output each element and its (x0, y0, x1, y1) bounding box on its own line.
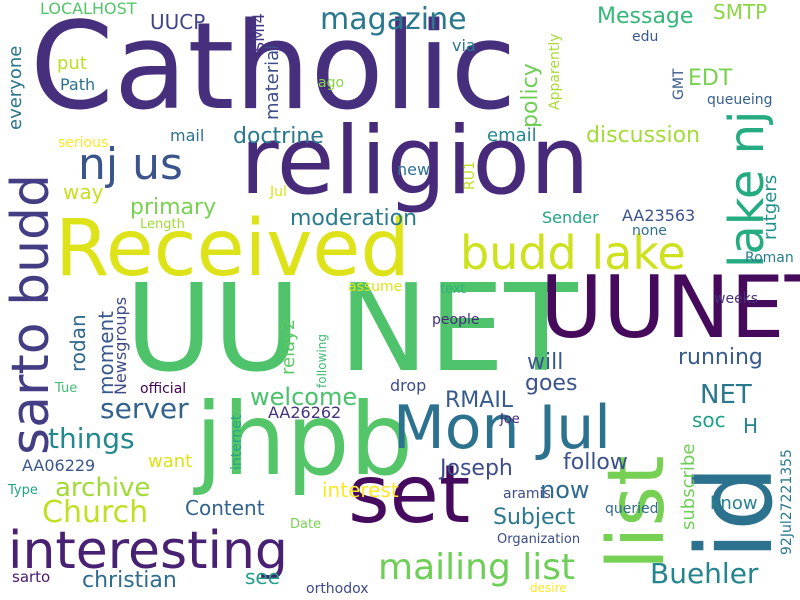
word: LOCALHOST (40, 0, 137, 18)
word: AA26262 (268, 403, 342, 422)
word: Newsgroups (111, 296, 130, 395)
word: server (100, 392, 189, 425)
word: Subject (493, 505, 576, 530)
word: discussion (586, 123, 701, 148)
word: Tue (55, 381, 78, 396)
word: doctrine (233, 124, 324, 149)
word: SMTP (713, 0, 768, 24)
word: archive (55, 473, 151, 503)
word: GMT (671, 68, 687, 100)
word: Joseph (440, 456, 513, 481)
word: official (140, 381, 187, 397)
word: text (440, 282, 466, 297)
word: via (452, 36, 476, 55)
word: Path (60, 75, 96, 94)
word: relay2 (278, 318, 299, 375)
word: sarto budd (1, 173, 61, 455)
word: now (540, 476, 590, 504)
word: people (432, 312, 480, 328)
word: serious (58, 135, 109, 151)
word: UU NET (125, 260, 578, 399)
word: way (63, 180, 104, 204)
word: Type (8, 483, 38, 498)
word: subscribe (678, 443, 699, 530)
word: welcome (250, 383, 358, 411)
word: mail (170, 126, 205, 145)
word: nj us (78, 139, 183, 190)
word: sarto (12, 568, 51, 586)
word: Received (55, 204, 410, 294)
word: mailing list (378, 547, 576, 588)
word: Church (42, 495, 149, 530)
word: assume (348, 279, 403, 295)
word: put (57, 53, 87, 74)
word: drop (390, 376, 427, 395)
word: Jul (270, 184, 287, 200)
word: ago (318, 75, 345, 91)
word: edu (632, 29, 659, 45)
word: aramis (503, 486, 551, 502)
word: RMAIL (445, 388, 514, 413)
word: Apparently (547, 33, 563, 110)
word: running (678, 345, 763, 370)
word: email (487, 125, 537, 146)
word: soc (692, 408, 726, 432)
word: none (632, 223, 667, 239)
word: know (710, 493, 758, 514)
word: Message (597, 4, 694, 29)
word: things (48, 422, 135, 455)
word: primary (130, 195, 217, 220)
word: policy (518, 63, 543, 128)
word: UUCP (150, 10, 206, 34)
word: internet (229, 414, 245, 470)
word: material (262, 44, 283, 120)
word: rodan (66, 314, 90, 372)
word: queried (605, 501, 659, 517)
word: following (315, 334, 329, 388)
word: orthodox (306, 581, 369, 597)
word: NET (700, 380, 752, 410)
word: jhpb (195, 381, 414, 498)
word: weeks (714, 291, 759, 307)
word: goes (525, 371, 578, 396)
word: 92Jul27221355 (779, 449, 795, 555)
word: H (743, 414, 759, 438)
word: everyone (5, 45, 26, 130)
word: want (148, 451, 193, 472)
word: Date (290, 517, 322, 532)
word: Sender (542, 208, 599, 227)
word: Catholic (30, 0, 517, 137)
word: interest (322, 478, 399, 502)
word: see (245, 565, 281, 589)
word: AA06229 (22, 456, 96, 475)
word: set (348, 448, 471, 541)
word: Joe (500, 412, 520, 427)
word: Buehler (650, 557, 759, 590)
word: new (397, 160, 431, 179)
word: Mon Jul (393, 393, 611, 463)
word: follow (563, 450, 628, 475)
word: SMI4 (249, 13, 268, 52)
word: moderation (290, 206, 418, 231)
word: will (527, 350, 564, 375)
word: RU1 (462, 161, 478, 190)
word: budd lake (460, 226, 686, 280)
word: interesting (8, 521, 288, 581)
word: magazine (320, 2, 467, 37)
word: desire (530, 581, 567, 595)
word: Content (185, 496, 265, 520)
word: religion (240, 107, 590, 216)
word: AA23563 (622, 206, 696, 225)
word: EDT (688, 66, 733, 91)
word: rutgers (760, 174, 781, 240)
word: Roman (745, 250, 794, 266)
word: Organization (497, 532, 581, 547)
word: Length (140, 217, 185, 232)
word: christian (82, 568, 177, 593)
word: queueing (707, 92, 773, 108)
